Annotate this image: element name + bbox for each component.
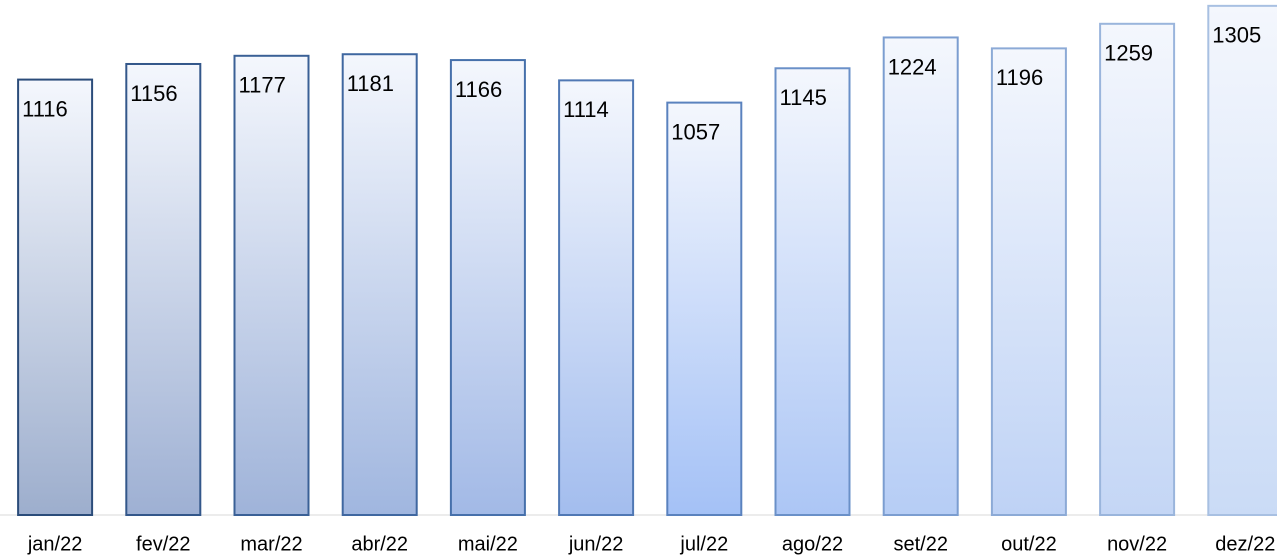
bar xyxy=(341,53,418,517)
x-tick-label: nov/22 xyxy=(1107,533,1167,555)
x-tick-label: jun/22 xyxy=(568,533,624,555)
bar xyxy=(449,59,526,516)
data-label: 1114 xyxy=(563,97,609,122)
data-label: 1057 xyxy=(671,119,720,144)
data-label: 1116 xyxy=(22,96,68,121)
data-label: 1305 xyxy=(1212,23,1261,48)
bar xyxy=(558,79,635,516)
bar xyxy=(1207,4,1277,517)
bar xyxy=(990,47,1067,517)
x-tick-label: jan/22 xyxy=(27,533,83,555)
data-label: 1177 xyxy=(239,73,286,98)
data-label: 1156 xyxy=(130,81,177,106)
bar xyxy=(125,62,202,516)
bar xyxy=(774,67,851,516)
x-tick-label: dez/22 xyxy=(1215,533,1275,555)
bar xyxy=(17,78,94,516)
bar xyxy=(233,54,310,517)
x-tick-label: ago/22 xyxy=(782,533,843,555)
data-label: 1181 xyxy=(347,71,394,96)
data-label: 1196 xyxy=(996,65,1043,90)
x-tick-label: set/22 xyxy=(893,533,947,555)
data-label: 1259 xyxy=(1104,41,1153,66)
data-label: 1224 xyxy=(888,54,937,79)
bar xyxy=(882,36,959,516)
x-tick-label: mai/22 xyxy=(458,533,518,555)
x-tick-label: mar/22 xyxy=(240,533,302,555)
x-tick-label: jul/22 xyxy=(679,533,728,555)
bar xyxy=(666,101,743,516)
data-label: 1145 xyxy=(780,85,827,110)
x-tick-label: abr/22 xyxy=(351,533,408,555)
x-tick-label: fev/22 xyxy=(136,533,190,555)
x-tick-label: out/22 xyxy=(1001,533,1057,555)
data-label: 1166 xyxy=(455,77,502,102)
bar xyxy=(1099,22,1176,516)
